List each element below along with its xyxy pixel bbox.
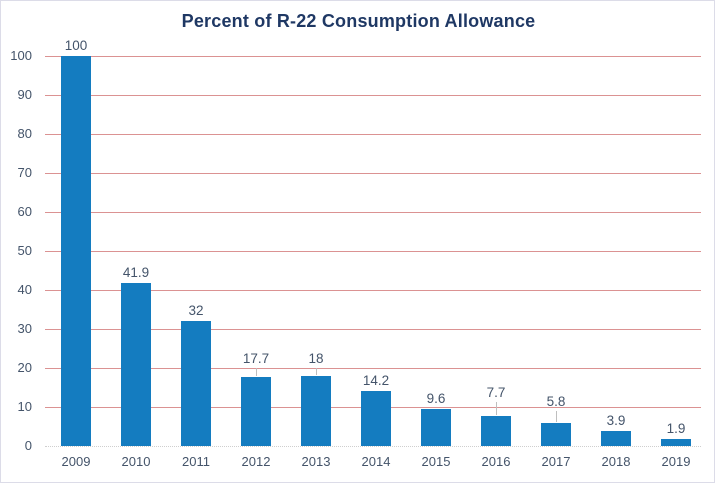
- x-tick-label-2010: 2010: [121, 454, 151, 469]
- gridline-20: [45, 368, 701, 369]
- bar-value-label-2013: 18: [308, 350, 324, 366]
- x-tick-label-2011: 2011: [182, 454, 210, 469]
- label-leader-line-2017: [556, 411, 557, 423]
- bar-2017: [541, 423, 571, 446]
- bar-2012: [241, 376, 271, 446]
- bar-2013: [301, 375, 331, 446]
- y-tick-label-90: 90: [17, 87, 32, 102]
- x-tick-label-2017: 2017: [541, 454, 571, 469]
- chart-title: Percent of R-22 Consumption Allowance: [181, 11, 536, 31]
- bar-2015: [421, 408, 451, 446]
- gridline-90: [45, 95, 701, 96]
- bar-value-label-2016: 7.7: [486, 384, 506, 400]
- y-tick-label-30: 30: [17, 321, 32, 336]
- gridline-70: [45, 173, 701, 174]
- gridline-60: [45, 212, 701, 213]
- y-tick-label-80: 80: [17, 126, 32, 141]
- bar-2011: [181, 321, 211, 446]
- bar-2014: [361, 390, 391, 446]
- x-axis-baseline: [45, 446, 701, 447]
- label-leader-line-2016: [496, 401, 497, 415]
- y-tick-label-50: 50: [17, 243, 32, 258]
- y-tick-label-100: 100: [10, 48, 32, 63]
- gridline-40: [45, 290, 701, 291]
- bar-2010: [121, 282, 151, 446]
- bar-value-label-2011: 32: [188, 303, 204, 319]
- bar-2009: [61, 56, 91, 446]
- y-tick-label-60: 60: [17, 204, 32, 219]
- bar-value-label-2009: 100: [64, 38, 88, 53]
- bar-value-label-2012: 17.7: [242, 350, 270, 366]
- bar-value-label-2017: 5.8: [546, 394, 566, 410]
- gridline-50: [45, 251, 701, 252]
- bar-value-label-2014: 14.2: [362, 372, 390, 388]
- gridline-80: [45, 134, 701, 135]
- y-tick-label-0: 0: [24, 438, 32, 453]
- x-tick-label-2018: 2018: [601, 454, 631, 469]
- gridline-30: [45, 329, 701, 330]
- x-tick-label-2009: 2009: [61, 454, 91, 469]
- bar-value-label-2010: 41.9: [122, 264, 150, 280]
- y-tick-label-70: 70: [17, 165, 32, 180]
- bar-2016: [481, 415, 511, 446]
- label-leader-line-2012: [256, 367, 257, 376]
- bar-2018: [601, 430, 631, 446]
- bar-2019: [661, 438, 691, 446]
- y-tick-label-20: 20: [17, 360, 32, 375]
- x-tick-label-2016: 2016: [481, 454, 511, 469]
- x-tick-label-2014: 2014: [361, 454, 391, 469]
- x-tick-label-2012: 2012: [241, 454, 271, 469]
- x-tick-label-2019: 2019: [661, 454, 691, 469]
- bar-value-label-2019: 1.9: [666, 420, 686, 436]
- y-tick-label-10: 10: [17, 399, 32, 414]
- bar-value-label-2015: 9.6: [426, 390, 446, 406]
- y-tick-label-40: 40: [17, 282, 32, 297]
- bar-value-label-2018: 3.9: [606, 412, 626, 428]
- gridline-100: [45, 56, 701, 57]
- label-leader-line-2013: [316, 367, 317, 375]
- x-tick-label-2015: 2015: [421, 454, 451, 469]
- x-tick-label-2013: 2013: [301, 454, 331, 469]
